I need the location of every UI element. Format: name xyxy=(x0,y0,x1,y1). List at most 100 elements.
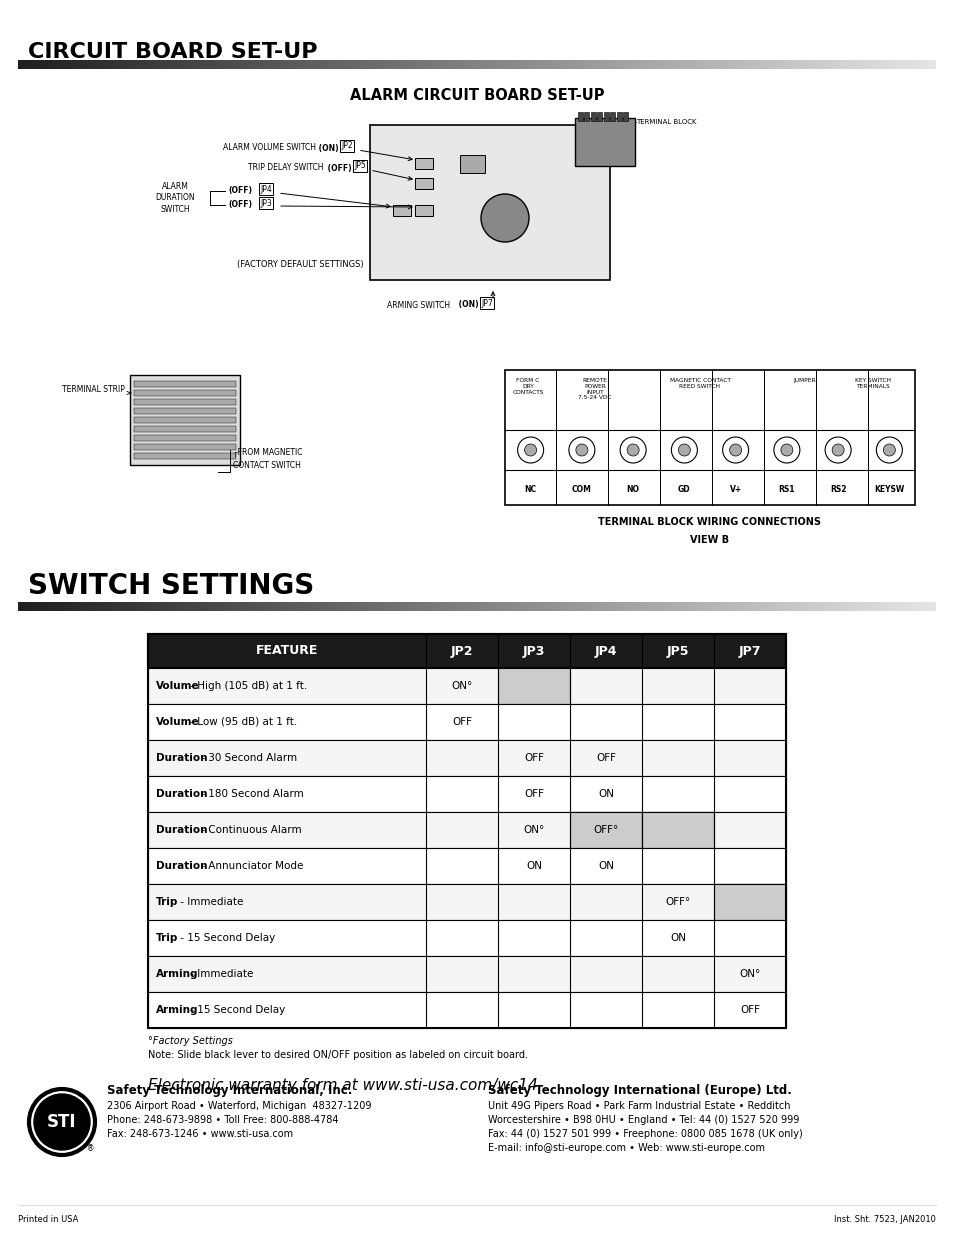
Bar xyxy=(669,601,673,611)
Text: Safety Technology International (Europe) Ltd.: Safety Technology International (Europe)… xyxy=(488,1084,791,1097)
Bar xyxy=(770,601,774,611)
Bar xyxy=(636,601,639,611)
Bar xyxy=(339,601,342,611)
Bar xyxy=(532,601,535,611)
Bar xyxy=(819,601,822,611)
Bar xyxy=(54,601,58,611)
Circle shape xyxy=(524,445,536,456)
Text: Trip: Trip xyxy=(156,932,178,944)
Bar xyxy=(49,61,52,69)
Bar xyxy=(424,601,428,611)
Bar xyxy=(339,61,342,69)
Bar xyxy=(801,61,804,69)
Bar xyxy=(274,601,278,611)
Bar xyxy=(342,601,346,611)
Bar xyxy=(110,601,113,611)
Bar xyxy=(871,601,875,611)
Bar xyxy=(133,382,235,387)
Bar xyxy=(917,601,921,611)
Bar xyxy=(813,601,817,611)
Bar xyxy=(440,601,443,611)
Bar xyxy=(436,61,440,69)
Text: - 15 Second Delay: - 15 Second Delay xyxy=(176,932,274,944)
Bar xyxy=(134,61,137,69)
Bar xyxy=(122,61,126,69)
Bar xyxy=(471,61,474,69)
Bar xyxy=(853,601,856,611)
Bar xyxy=(666,61,670,69)
Bar xyxy=(312,601,315,611)
Bar xyxy=(125,601,129,611)
Bar xyxy=(73,61,76,69)
Text: COM: COM xyxy=(572,485,591,494)
Bar xyxy=(140,601,144,611)
Text: KEY SWITCH
TERMINALS: KEY SWITCH TERMINALS xyxy=(854,378,890,389)
Text: Volume: Volume xyxy=(156,680,199,692)
Bar xyxy=(575,119,635,165)
Bar xyxy=(553,61,557,69)
Bar xyxy=(598,601,602,611)
Bar xyxy=(644,601,648,611)
Circle shape xyxy=(619,437,645,463)
Bar xyxy=(712,601,716,611)
Text: (OFF): (OFF) xyxy=(228,186,252,195)
Bar xyxy=(148,740,785,776)
Bar xyxy=(122,601,126,611)
Bar xyxy=(571,601,575,611)
Bar xyxy=(525,601,529,611)
Bar xyxy=(367,61,370,69)
Bar xyxy=(547,601,551,611)
Bar xyxy=(458,61,461,69)
Bar xyxy=(883,601,886,611)
Bar xyxy=(529,61,532,69)
Bar xyxy=(168,601,172,611)
Bar xyxy=(904,601,908,611)
Bar xyxy=(431,601,435,611)
Bar xyxy=(302,601,306,611)
Bar xyxy=(889,61,893,69)
Bar xyxy=(758,601,761,611)
Text: ALARM CIRCUIT BOARD SET-UP: ALARM CIRCUIT BOARD SET-UP xyxy=(350,88,603,103)
Bar xyxy=(623,601,627,611)
Bar xyxy=(755,61,759,69)
Bar xyxy=(406,61,410,69)
Bar xyxy=(382,61,385,69)
Bar xyxy=(18,601,22,611)
Bar xyxy=(21,601,25,611)
Bar xyxy=(345,61,349,69)
Bar xyxy=(244,601,248,611)
Bar xyxy=(679,601,681,611)
Bar xyxy=(482,601,486,611)
Text: RS2: RS2 xyxy=(829,485,845,494)
Bar xyxy=(773,61,777,69)
Bar xyxy=(370,125,609,280)
Bar xyxy=(223,61,227,69)
Bar xyxy=(449,601,453,611)
Bar xyxy=(932,61,936,69)
Bar xyxy=(810,601,813,611)
Bar xyxy=(70,61,73,69)
Bar xyxy=(730,61,734,69)
Bar xyxy=(578,61,581,69)
Bar xyxy=(173,61,177,69)
Bar xyxy=(431,61,435,69)
Bar xyxy=(143,61,147,69)
Bar xyxy=(284,61,288,69)
Bar xyxy=(871,61,875,69)
Circle shape xyxy=(517,437,543,463)
Bar xyxy=(375,601,379,611)
Bar xyxy=(663,601,666,611)
Bar xyxy=(76,61,80,69)
Bar xyxy=(345,601,349,611)
Text: ON°: ON° xyxy=(523,825,544,835)
Bar xyxy=(70,601,73,611)
Bar xyxy=(575,61,578,69)
Bar xyxy=(639,61,642,69)
Bar xyxy=(330,601,334,611)
Bar xyxy=(841,61,843,69)
Bar xyxy=(27,61,30,69)
Bar xyxy=(229,61,233,69)
Bar xyxy=(24,601,28,611)
Bar xyxy=(623,61,627,69)
Bar xyxy=(324,601,327,611)
